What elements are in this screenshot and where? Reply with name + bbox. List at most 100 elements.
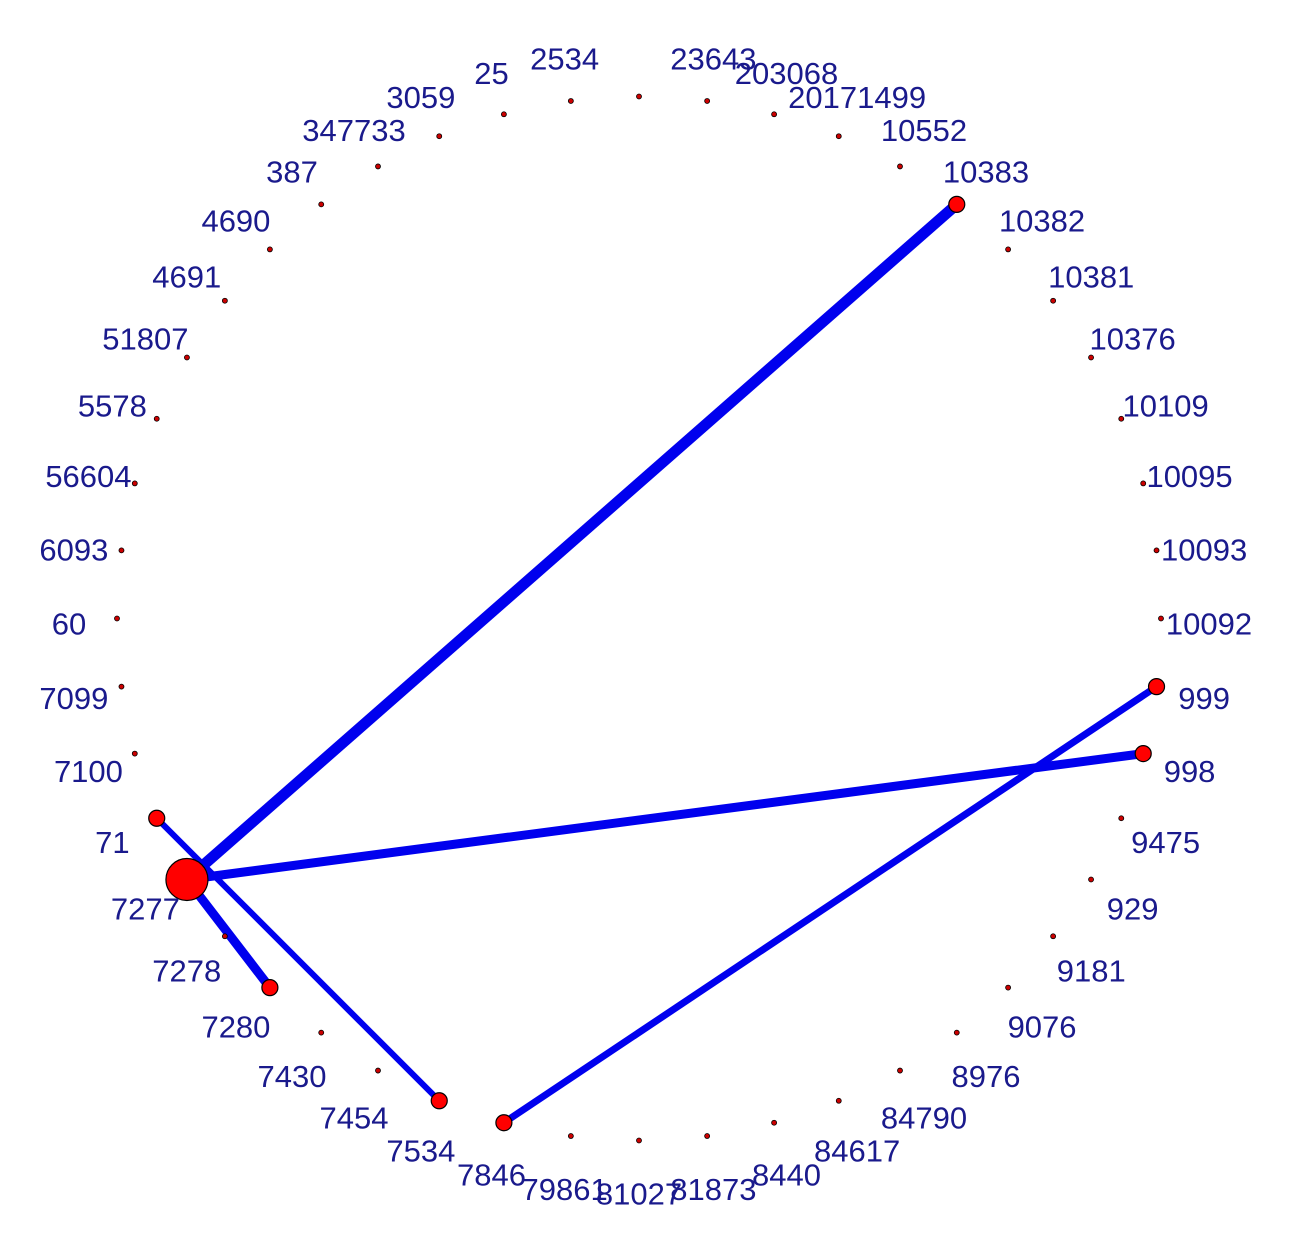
- node: [1118, 815, 1125, 822]
- node: [1118, 415, 1125, 422]
- node-label: 998: [1164, 754, 1216, 789]
- node-label: 10376: [1090, 322, 1176, 357]
- node-label: 4691: [152, 260, 221, 295]
- node: [114, 615, 120, 622]
- node: [375, 1067, 381, 1074]
- node: [500, 111, 507, 118]
- node-label: 9076: [1008, 1010, 1077, 1045]
- node: [636, 1137, 642, 1144]
- node-label: 20171499: [788, 80, 926, 115]
- node-label: 10381: [1048, 260, 1134, 295]
- node-label: 7280: [201, 1010, 270, 1045]
- node: [1134, 745, 1152, 763]
- edge: [186, 749, 1144, 884]
- node-label: 10383: [943, 154, 1029, 189]
- node-label: 8440: [752, 1157, 821, 1192]
- node-label: 7100: [54, 754, 123, 789]
- node: [131, 750, 138, 757]
- node: [948, 195, 966, 213]
- node-label: 5578: [78, 389, 147, 424]
- node-label: 81873: [670, 1172, 756, 1207]
- node-label: 25: [474, 56, 508, 91]
- edge: [183, 200, 961, 884]
- node-label: 8976: [952, 1059, 1021, 1094]
- node: [430, 1092, 448, 1110]
- node: [221, 297, 228, 304]
- node: [1005, 246, 1012, 253]
- node: [1005, 984, 1012, 991]
- node: [567, 98, 574, 104]
- node: [835, 133, 842, 140]
- node-label: 10092: [1166, 607, 1252, 642]
- node-label: 7846: [457, 1157, 526, 1192]
- nodes: [114, 93, 1166, 1144]
- node-label: 7099: [39, 681, 108, 716]
- node-label: 10093: [1161, 532, 1247, 567]
- node-label: 79861: [521, 1172, 607, 1207]
- node-label: 387: [266, 154, 318, 189]
- node-label: 51807: [102, 322, 188, 357]
- node-label: 71: [95, 825, 129, 860]
- node: [636, 93, 642, 100]
- node-label: 999: [1178, 681, 1230, 716]
- node-label: 929: [1107, 892, 1159, 927]
- node: [375, 163, 381, 170]
- edge: [501, 683, 1159, 1126]
- node: [567, 1133, 574, 1139]
- node: [318, 201, 325, 208]
- node: [1088, 876, 1094, 883]
- labels: 10092 999 998 9475 929 9181 9076 8976 8479084617…: [39, 42, 1252, 1212]
- node: [266, 246, 273, 253]
- node-label: 7534: [386, 1133, 455, 1168]
- node-label: 10095: [1146, 459, 1232, 494]
- node: [1147, 678, 1166, 696]
- node-label: 84790: [881, 1100, 967, 1135]
- edges: [154, 200, 1159, 1126]
- node: [184, 354, 190, 361]
- node: [131, 480, 138, 487]
- node-label: 10109: [1123, 389, 1209, 424]
- node-label: 7430: [258, 1059, 327, 1094]
- node: [897, 1067, 903, 1074]
- node-label: 56604: [45, 459, 131, 494]
- node: [897, 163, 903, 170]
- node: [221, 933, 228, 940]
- node: [1050, 933, 1057, 940]
- node: [436, 133, 443, 140]
- node: [771, 111, 778, 118]
- node-label: 203068: [735, 56, 838, 91]
- node: [704, 1133, 711, 1139]
- node: [1158, 615, 1164, 622]
- node-label: 7454: [320, 1100, 389, 1135]
- node: [1140, 480, 1147, 487]
- node: [953, 1029, 960, 1036]
- node-label: 7277: [111, 892, 180, 927]
- edge: [183, 876, 274, 991]
- node: [1050, 297, 1057, 304]
- node-label: 84617: [814, 1133, 900, 1168]
- node-label: 23643: [670, 42, 756, 77]
- node: [1088, 354, 1094, 361]
- node-label: 347733: [302, 113, 405, 148]
- node-label: 7278: [152, 954, 221, 989]
- node-label: 10552: [881, 113, 967, 148]
- node-label: 2534: [530, 42, 599, 77]
- node: [835, 1097, 842, 1104]
- node: [148, 809, 166, 827]
- node-label: 10382: [999, 204, 1085, 239]
- node-label: 9181: [1057, 954, 1126, 989]
- node: [153, 415, 160, 422]
- node: [771, 1119, 778, 1126]
- node-label: 81027: [596, 1177, 682, 1212]
- node: [318, 1029, 325, 1036]
- node: [165, 857, 209, 902]
- node-label: 60: [52, 607, 86, 642]
- node-label: 4690: [201, 204, 270, 239]
- node: [495, 1114, 513, 1132]
- node-label: 3059: [386, 80, 455, 115]
- node: [1153, 547, 1160, 554]
- node: [704, 98, 711, 104]
- node: [118, 683, 125, 690]
